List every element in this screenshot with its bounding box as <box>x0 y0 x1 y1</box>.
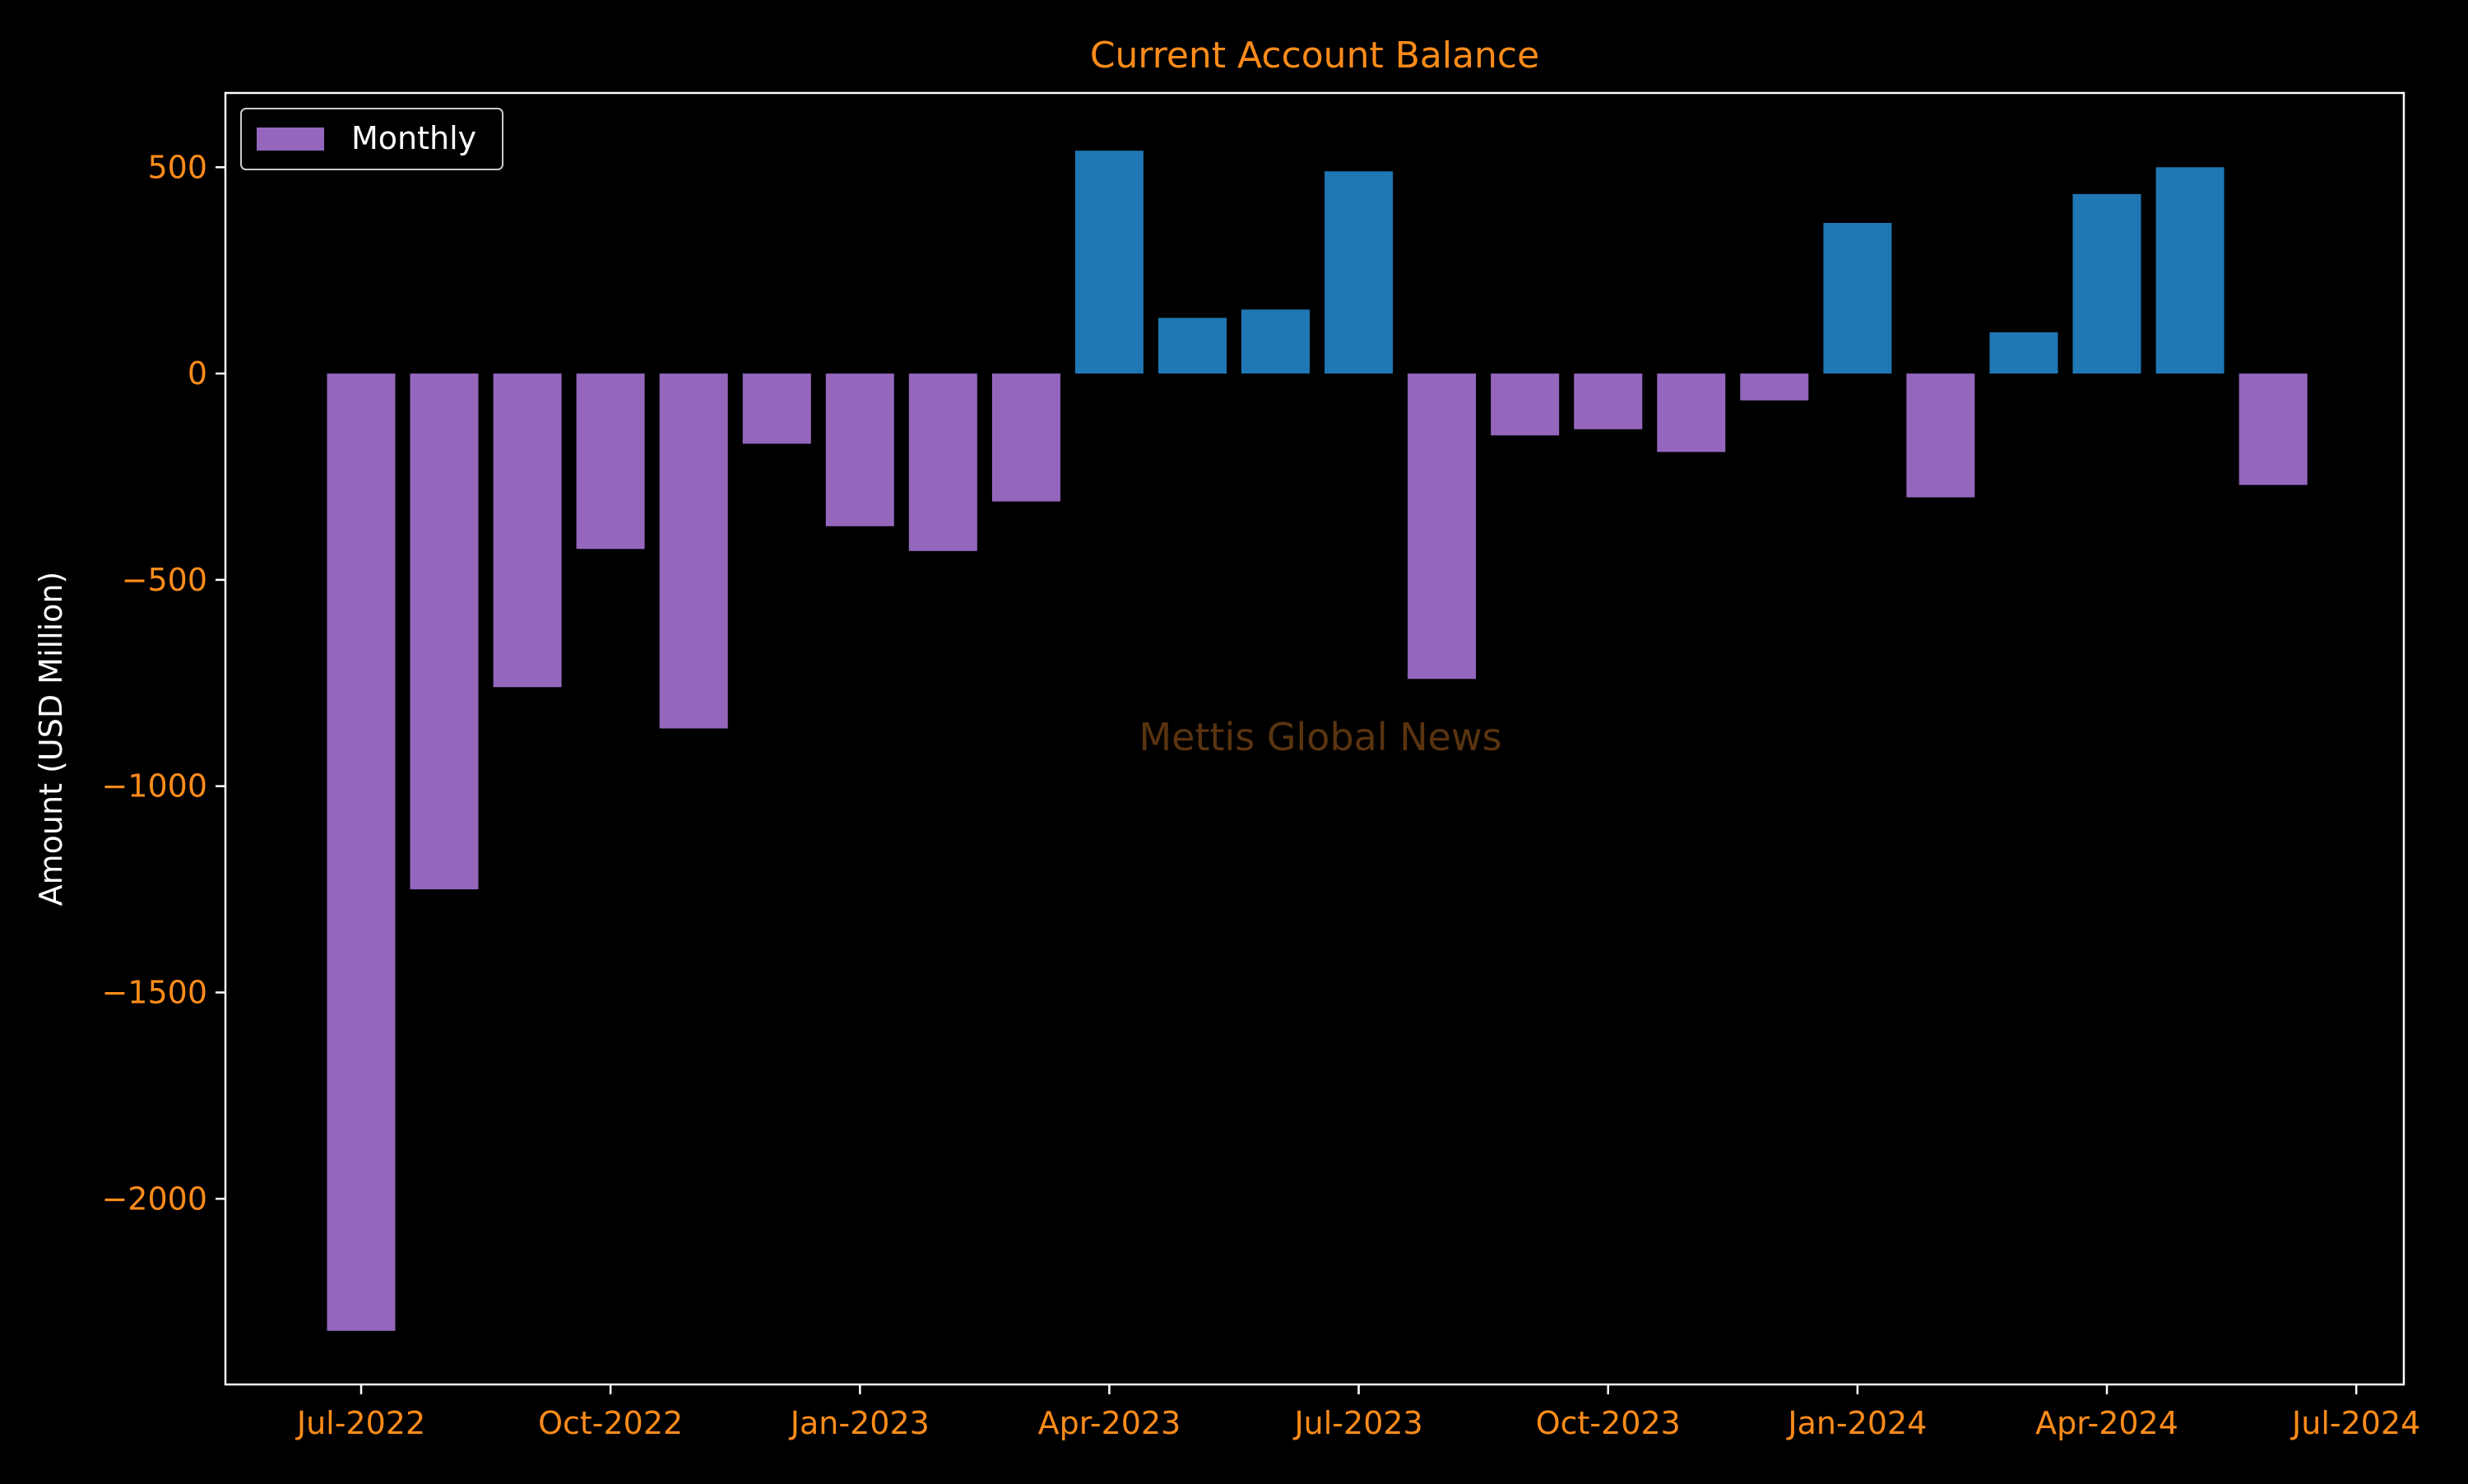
legend-swatch-monthly <box>257 128 324 151</box>
bar-jun-2023 <box>1241 309 1310 373</box>
x-tick-label: Oct-2022 <box>538 1405 683 1441</box>
bar-may-2023 <box>1158 318 1227 374</box>
watermark-annotation: Mettis Global News <box>1139 715 1501 759</box>
bar-jan-2023 <box>825 373 894 526</box>
bar-sep-2022 <box>493 373 562 688</box>
x-tick-label: Oct-2023 <box>1536 1405 1681 1441</box>
y-tick-label: −1500 <box>101 974 207 1010</box>
bar-apr-2023 <box>1074 151 1144 374</box>
legend-box <box>240 108 503 170</box>
y-axis: 500 0 −500 −1000 −1500 −2000 <box>101 149 225 1217</box>
bar-oct-2023 <box>1574 373 1643 429</box>
bar-oct-2022 <box>576 373 645 550</box>
x-tick-label: Jul-2024 <box>2290 1405 2420 1441</box>
y-tick-label: 500 <box>147 149 207 185</box>
bars-group <box>327 151 2308 1331</box>
y-axis-label: Amount (USD Million) <box>33 572 69 907</box>
y-tick-label: −1000 <box>101 768 207 805</box>
x-tick-label: Jul-2022 <box>295 1405 425 1441</box>
y-tick-label: −500 <box>122 562 207 598</box>
x-tick-label: Jul-2023 <box>1292 1405 1422 1441</box>
plot-frame <box>224 91 2405 1386</box>
y-tick-label: −2000 <box>101 1180 207 1217</box>
y-tick-label: 0 <box>188 355 207 392</box>
bar-may-2024 <box>2155 167 2224 374</box>
bar-jul-2023 <box>1324 171 1394 374</box>
legend-label-monthly: Monthly <box>351 120 476 156</box>
bar-aug-2023 <box>1408 373 1477 679</box>
bar-dec-2022 <box>742 373 811 444</box>
bar-dec-2023 <box>1740 373 1809 401</box>
x-tick-label: Jan-2024 <box>1786 1405 1927 1441</box>
bar-jan-2024 <box>1823 223 1892 374</box>
bar-nov-2022 <box>659 373 728 729</box>
x-tick-label: Jan-2023 <box>789 1405 930 1441</box>
bar-apr-2024 <box>2072 193 2141 374</box>
bar-feb-2024 <box>1906 373 1975 498</box>
bar-mar-2024 <box>1989 332 2058 374</box>
x-tick-label: Apr-2024 <box>2035 1405 2178 1441</box>
bar-feb-2023 <box>908 373 977 551</box>
bar-nov-2023 <box>1657 373 1726 452</box>
legend: Monthly <box>240 108 503 170</box>
bar-jul-2022 <box>327 373 396 1331</box>
bar-mar-2023 <box>991 373 1060 502</box>
bar-aug-2022 <box>410 373 479 890</box>
chart-title: Current Account Balance <box>1090 35 1539 77</box>
x-tick-label: Apr-2023 <box>1038 1405 1181 1441</box>
x-axis: Jul-2022 Oct-2022 Jan-2023 Apr-2023 Jul-2023… <box>295 1384 2420 1441</box>
bar-jun-2024 <box>2238 373 2308 485</box>
bar-sep-2023 <box>1491 373 1560 436</box>
